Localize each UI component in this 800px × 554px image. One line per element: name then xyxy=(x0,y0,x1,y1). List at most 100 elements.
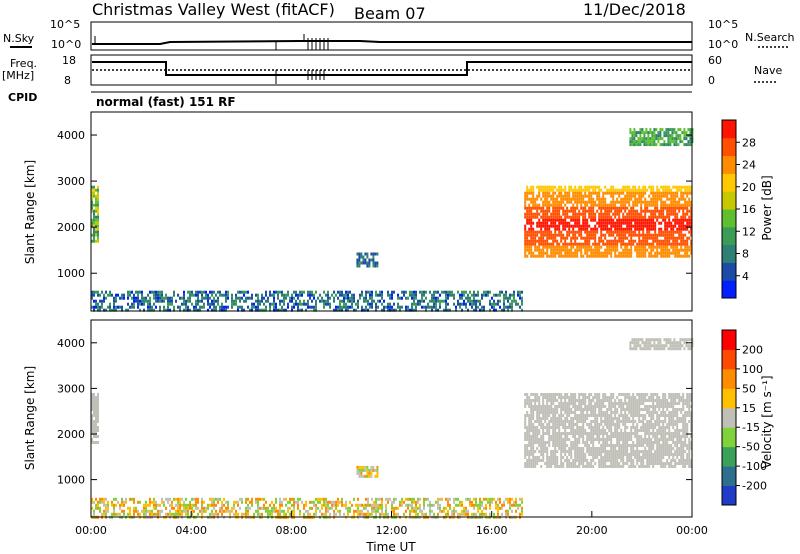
velocity-cell xyxy=(640,420,643,423)
power-cell xyxy=(670,188,673,192)
power-cell xyxy=(201,305,203,309)
velocity-cell xyxy=(596,402,599,405)
velocity-cell xyxy=(273,509,275,513)
velocity-cell xyxy=(389,497,391,501)
power-cell xyxy=(608,188,611,192)
power-cell xyxy=(642,254,645,258)
velocity-cell xyxy=(626,435,629,438)
velocity-cell xyxy=(654,393,657,396)
velocity-cell xyxy=(624,444,627,447)
velocity-cell xyxy=(626,414,629,417)
power-cell xyxy=(622,203,625,207)
velocity-cell xyxy=(574,462,577,465)
velocity-cell xyxy=(610,426,613,429)
power-cell xyxy=(666,242,669,246)
velocity-cell xyxy=(93,414,95,417)
power-cell xyxy=(195,302,197,306)
power-cell xyxy=(604,236,607,240)
power-cell xyxy=(648,209,651,213)
velocity-cell xyxy=(542,423,545,426)
velocity-cell xyxy=(528,450,531,453)
power-cell xyxy=(672,191,675,195)
power-cell xyxy=(680,242,683,246)
power-cell xyxy=(554,191,557,195)
velocity-cell xyxy=(592,408,595,411)
power-colorbar-tick-label: 16 xyxy=(742,203,756,216)
velocity-cell xyxy=(319,500,321,504)
velocity-cell xyxy=(644,393,647,396)
velocity-cell xyxy=(598,462,601,465)
power-cell xyxy=(668,221,671,225)
power-cell xyxy=(157,290,159,294)
power-cell xyxy=(656,245,659,249)
velocity-cell xyxy=(566,444,569,447)
velocity-cell xyxy=(618,444,621,447)
power-cell xyxy=(133,299,135,303)
power-cell xyxy=(646,230,649,234)
power-cell xyxy=(568,221,571,225)
velocity-cell xyxy=(95,426,97,429)
power-cell xyxy=(624,242,627,246)
velocity-cell xyxy=(638,411,641,414)
velocity-cell xyxy=(526,444,529,447)
power-cell xyxy=(409,308,411,312)
power-cell xyxy=(660,251,663,255)
power-cell xyxy=(349,299,351,303)
power-cell xyxy=(321,299,323,303)
power-cell xyxy=(680,221,683,225)
velocity-cell xyxy=(560,393,563,396)
velocity-cell xyxy=(564,450,567,453)
velocity-cell xyxy=(584,408,587,411)
power-cell xyxy=(610,230,613,234)
velocity-cell xyxy=(606,396,609,399)
velocity-cell xyxy=(640,441,643,444)
velocity-cell xyxy=(257,497,259,501)
velocity-cell xyxy=(630,450,633,453)
power-cell xyxy=(564,197,567,201)
velocity-cell xyxy=(584,399,587,402)
velocity-cell xyxy=(582,432,585,435)
velocity-cell xyxy=(554,444,557,447)
velocity-cell xyxy=(554,423,557,426)
power-cell xyxy=(401,290,403,294)
power-cell xyxy=(634,203,637,207)
power-cell xyxy=(554,218,557,222)
velocity-cell xyxy=(365,512,367,516)
power-cell xyxy=(103,296,105,300)
power-cell xyxy=(564,221,567,225)
power-cell xyxy=(608,215,611,219)
power-cell xyxy=(600,209,603,213)
velocity-cell xyxy=(560,420,563,423)
power-cell xyxy=(600,206,603,210)
power-cell xyxy=(339,299,341,303)
velocity-cell xyxy=(241,497,243,501)
velocity-cell xyxy=(606,426,609,429)
power-cell xyxy=(273,290,275,294)
power-cell xyxy=(679,134,682,138)
power-cell xyxy=(538,212,541,216)
power-cell xyxy=(659,137,662,141)
power-cell xyxy=(598,218,601,222)
power-cell xyxy=(668,209,671,213)
velocity-cell xyxy=(271,506,273,510)
power-cell xyxy=(682,185,685,189)
power-cell xyxy=(640,251,643,255)
power-cell xyxy=(532,221,535,225)
power-cell xyxy=(93,227,95,231)
power-cell xyxy=(199,308,201,312)
velocity-cell xyxy=(570,420,573,423)
velocity-cell xyxy=(91,497,93,501)
power-cell xyxy=(546,221,549,225)
velocity-cell xyxy=(630,453,633,456)
velocity-cell xyxy=(598,411,601,414)
power-cell xyxy=(273,299,275,303)
power-cell xyxy=(656,203,659,207)
velocity-cell xyxy=(608,426,611,429)
velocity-cell xyxy=(532,399,535,402)
power-cell xyxy=(475,299,477,303)
power-cell xyxy=(574,239,577,243)
power-cell xyxy=(620,209,623,213)
power-cell xyxy=(690,212,693,216)
power-cell xyxy=(93,230,95,234)
power-cell xyxy=(602,212,605,216)
